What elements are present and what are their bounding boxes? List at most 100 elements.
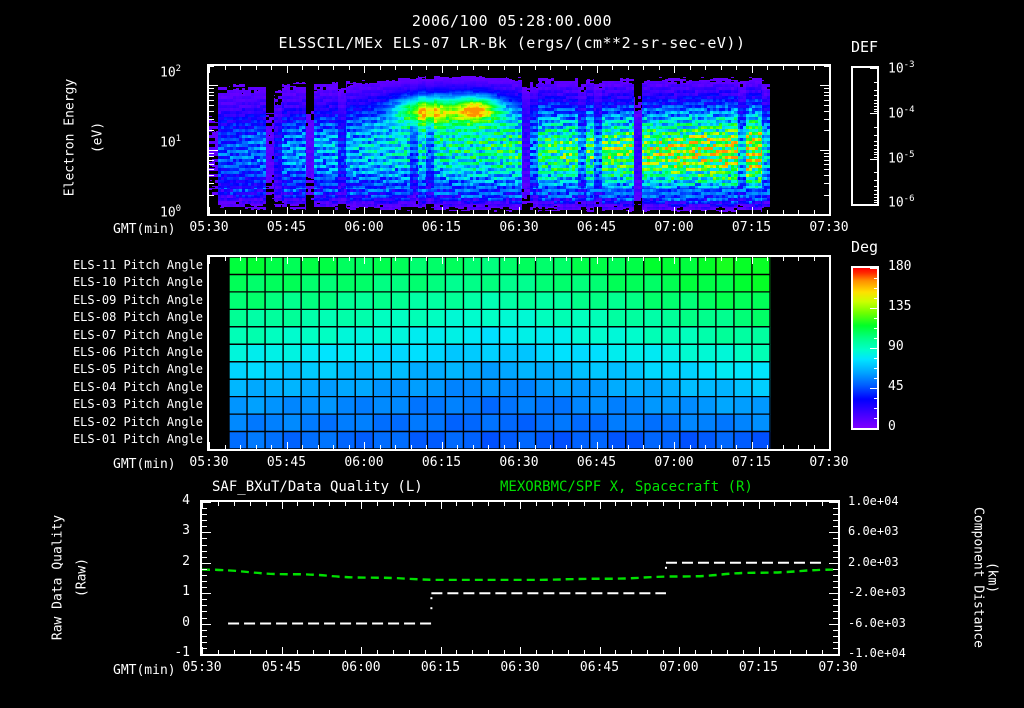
ytick-left-minor (202, 538, 207, 540)
xtick-minor (663, 650, 665, 654)
xtick-minor (782, 66, 784, 70)
ytick-left-major (202, 562, 211, 564)
ytick-right-major (829, 532, 838, 534)
xtick-minor (782, 445, 784, 449)
deg-tick-label: 90 (888, 339, 904, 354)
ytick-left-minor (202, 617, 207, 619)
ytick-minor (824, 163, 829, 165)
xtick-minor (758, 647, 760, 654)
def-tick-minor (874, 201, 879, 203)
xtick-minor (255, 445, 257, 449)
xtick-minor (426, 257, 427, 261)
ytick-left-minor (202, 508, 207, 510)
ytick-right-minor (833, 526, 838, 528)
xtick-minor (302, 445, 303, 449)
xtick-label: 07:30 (818, 660, 858, 675)
ytick-left-minor (202, 520, 207, 522)
xtick-minor (297, 650, 299, 654)
xtick-minor (658, 445, 660, 449)
ytick-minor (824, 88, 829, 90)
ytick-label-top-2: 101 (160, 134, 182, 151)
xtick-minor (488, 502, 490, 506)
xtick-minor (441, 442, 443, 449)
deg-tick-major (870, 428, 879, 429)
page-title: 2006/100 05:28:00.000 (411, 12, 613, 30)
xtick-label: 06:30 (500, 660, 540, 675)
xtick-minor (488, 66, 489, 70)
xtick-minor (364, 207, 365, 214)
xtick-minor (798, 210, 799, 214)
ytick-minor (824, 159, 829, 161)
ytick-minor (824, 104, 829, 106)
ytick-minor (209, 175, 214, 177)
xtick-minor (736, 66, 737, 70)
ytick-left-minor (202, 635, 207, 637)
xtick-minor (736, 257, 737, 261)
xtick-minor (643, 257, 644, 261)
xtick-label: 07:15 (731, 220, 772, 235)
xtick-minor (519, 442, 520, 449)
xtick-minor (694, 650, 696, 654)
pitch-angle-row-label: ELS-10 Pitch Angle (72, 275, 203, 290)
xtick-minor (441, 207, 443, 214)
ytick-major (820, 214, 829, 215)
xtick-minor (565, 210, 567, 214)
def-tick-minor (874, 151, 879, 153)
ytick-minor (209, 169, 214, 171)
ytick-right-label: -1.0e+04 (848, 646, 906, 660)
xtick-minor (348, 66, 350, 70)
ytick-right-minor (833, 508, 838, 510)
def-tick-minor (874, 111, 879, 113)
deg-tick-minor (874, 398, 879, 399)
xtick-minor (209, 442, 210, 449)
def-tick-label-3: 10-5 (888, 150, 915, 167)
xtick-minor (782, 257, 784, 261)
def-tick-minor (874, 106, 879, 108)
xtick-minor (751, 66, 753, 73)
ytick-right-minor (833, 550, 838, 552)
xtick-minor (286, 207, 288, 214)
gmt-axis-label-top: GMT(min) (113, 222, 176, 237)
spectrogram-image (209, 66, 829, 214)
ytick-minor (209, 104, 214, 106)
ytick-right-label: -2.0e+03 (848, 585, 906, 600)
xtick-minor (202, 647, 203, 654)
ytick-right-minor (833, 641, 838, 643)
ytick-minor (824, 65, 829, 67)
xtick-minor (736, 445, 737, 449)
xtick-minor (798, 66, 799, 70)
xtick-minor (751, 257, 753, 264)
xtick-minor (782, 210, 784, 214)
xtick-minor (281, 647, 283, 654)
xtick-minor (488, 650, 490, 654)
xtick-minor (271, 210, 272, 214)
def-tick-minor (874, 154, 879, 156)
xtick-minor (631, 502, 633, 506)
pitch-angle-row-label: ELS-01 Pitch Angle (72, 432, 203, 447)
xtick-minor (329, 502, 331, 506)
ytick-minor (209, 183, 214, 185)
xtick-minor (209, 207, 210, 214)
xtick-minor (395, 257, 396, 261)
xtick-minor (720, 445, 722, 449)
xtick-minor (217, 502, 219, 506)
deg-tick-major (870, 388, 879, 389)
xtick-minor (504, 502, 506, 506)
xtick-minor (217, 650, 219, 654)
electron-energy-axis-unit: (eV) (90, 121, 106, 154)
xtick-label: 07:00 (654, 455, 694, 470)
xtick-minor (472, 650, 474, 654)
ytick-right-major (829, 654, 838, 655)
ytick-minor (824, 91, 829, 93)
xtick-minor (271, 257, 272, 261)
ytick-left-minor (202, 574, 207, 576)
def-tick-minor (874, 156, 879, 158)
def-tick-label-2: 10-4 (888, 105, 915, 122)
xtick-minor (472, 502, 474, 506)
xtick-label: 06:45 (576, 220, 617, 235)
xtick-minor (317, 445, 319, 449)
xtick-minor (705, 210, 706, 214)
xtick-label: 06:15 (420, 660, 461, 675)
def-tick-minor (874, 185, 879, 187)
xtick-minor (457, 66, 458, 70)
